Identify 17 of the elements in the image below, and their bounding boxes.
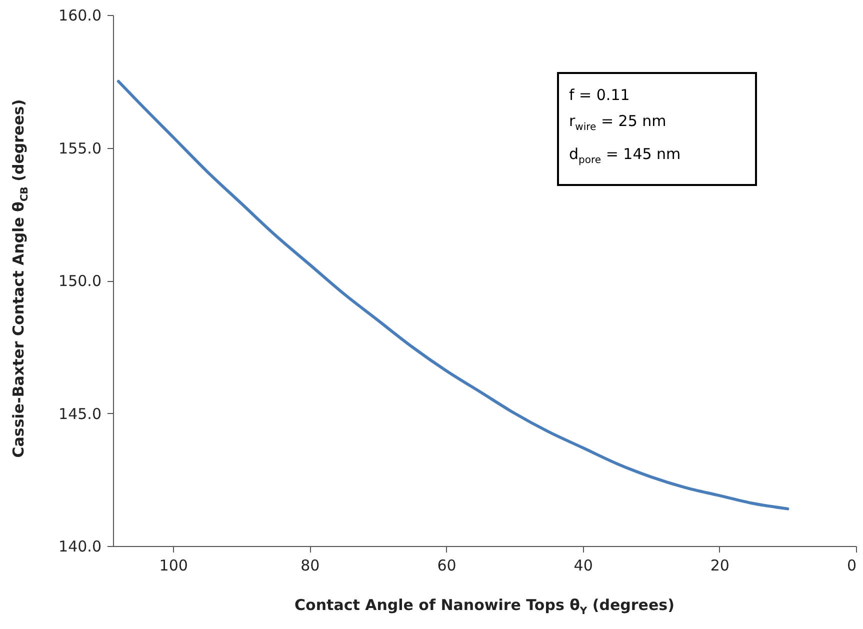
line-series: [116, 80, 790, 510]
annotation: d$_{pore}$ = 145 nm: [569, 144, 682, 168]
note-box: f = 0.11 r$_{wire}$ = 25 nm d$_{pore}$ = 145 nm: [557, 72, 757, 186]
x-tick-label: 60: [437, 556, 456, 574]
y-tick-label: 160.0: [58, 6, 102, 24]
y-tick-label: 140.0: [58, 538, 102, 556]
x-tick-label: 0: [846, 556, 856, 574]
x-tick-label: 100: [159, 556, 188, 574]
x-tick-label: 20: [710, 556, 730, 574]
x-axis-title: Contact Angle of Nanowire Tops θ$_{Y}$ (degrees): [294, 596, 676, 617]
y-tick-label: 145.0: [58, 404, 102, 423]
annotation: f = 0.11: [569, 85, 631, 106]
x-tick-label: 80: [300, 556, 320, 574]
x-tick-label: 40: [574, 556, 593, 574]
annotation: r$_{wire}$ = 25 nm: [569, 111, 668, 135]
y-tick-label: 155.0: [58, 139, 102, 158]
y-tick-label: 150.0: [58, 272, 102, 290]
